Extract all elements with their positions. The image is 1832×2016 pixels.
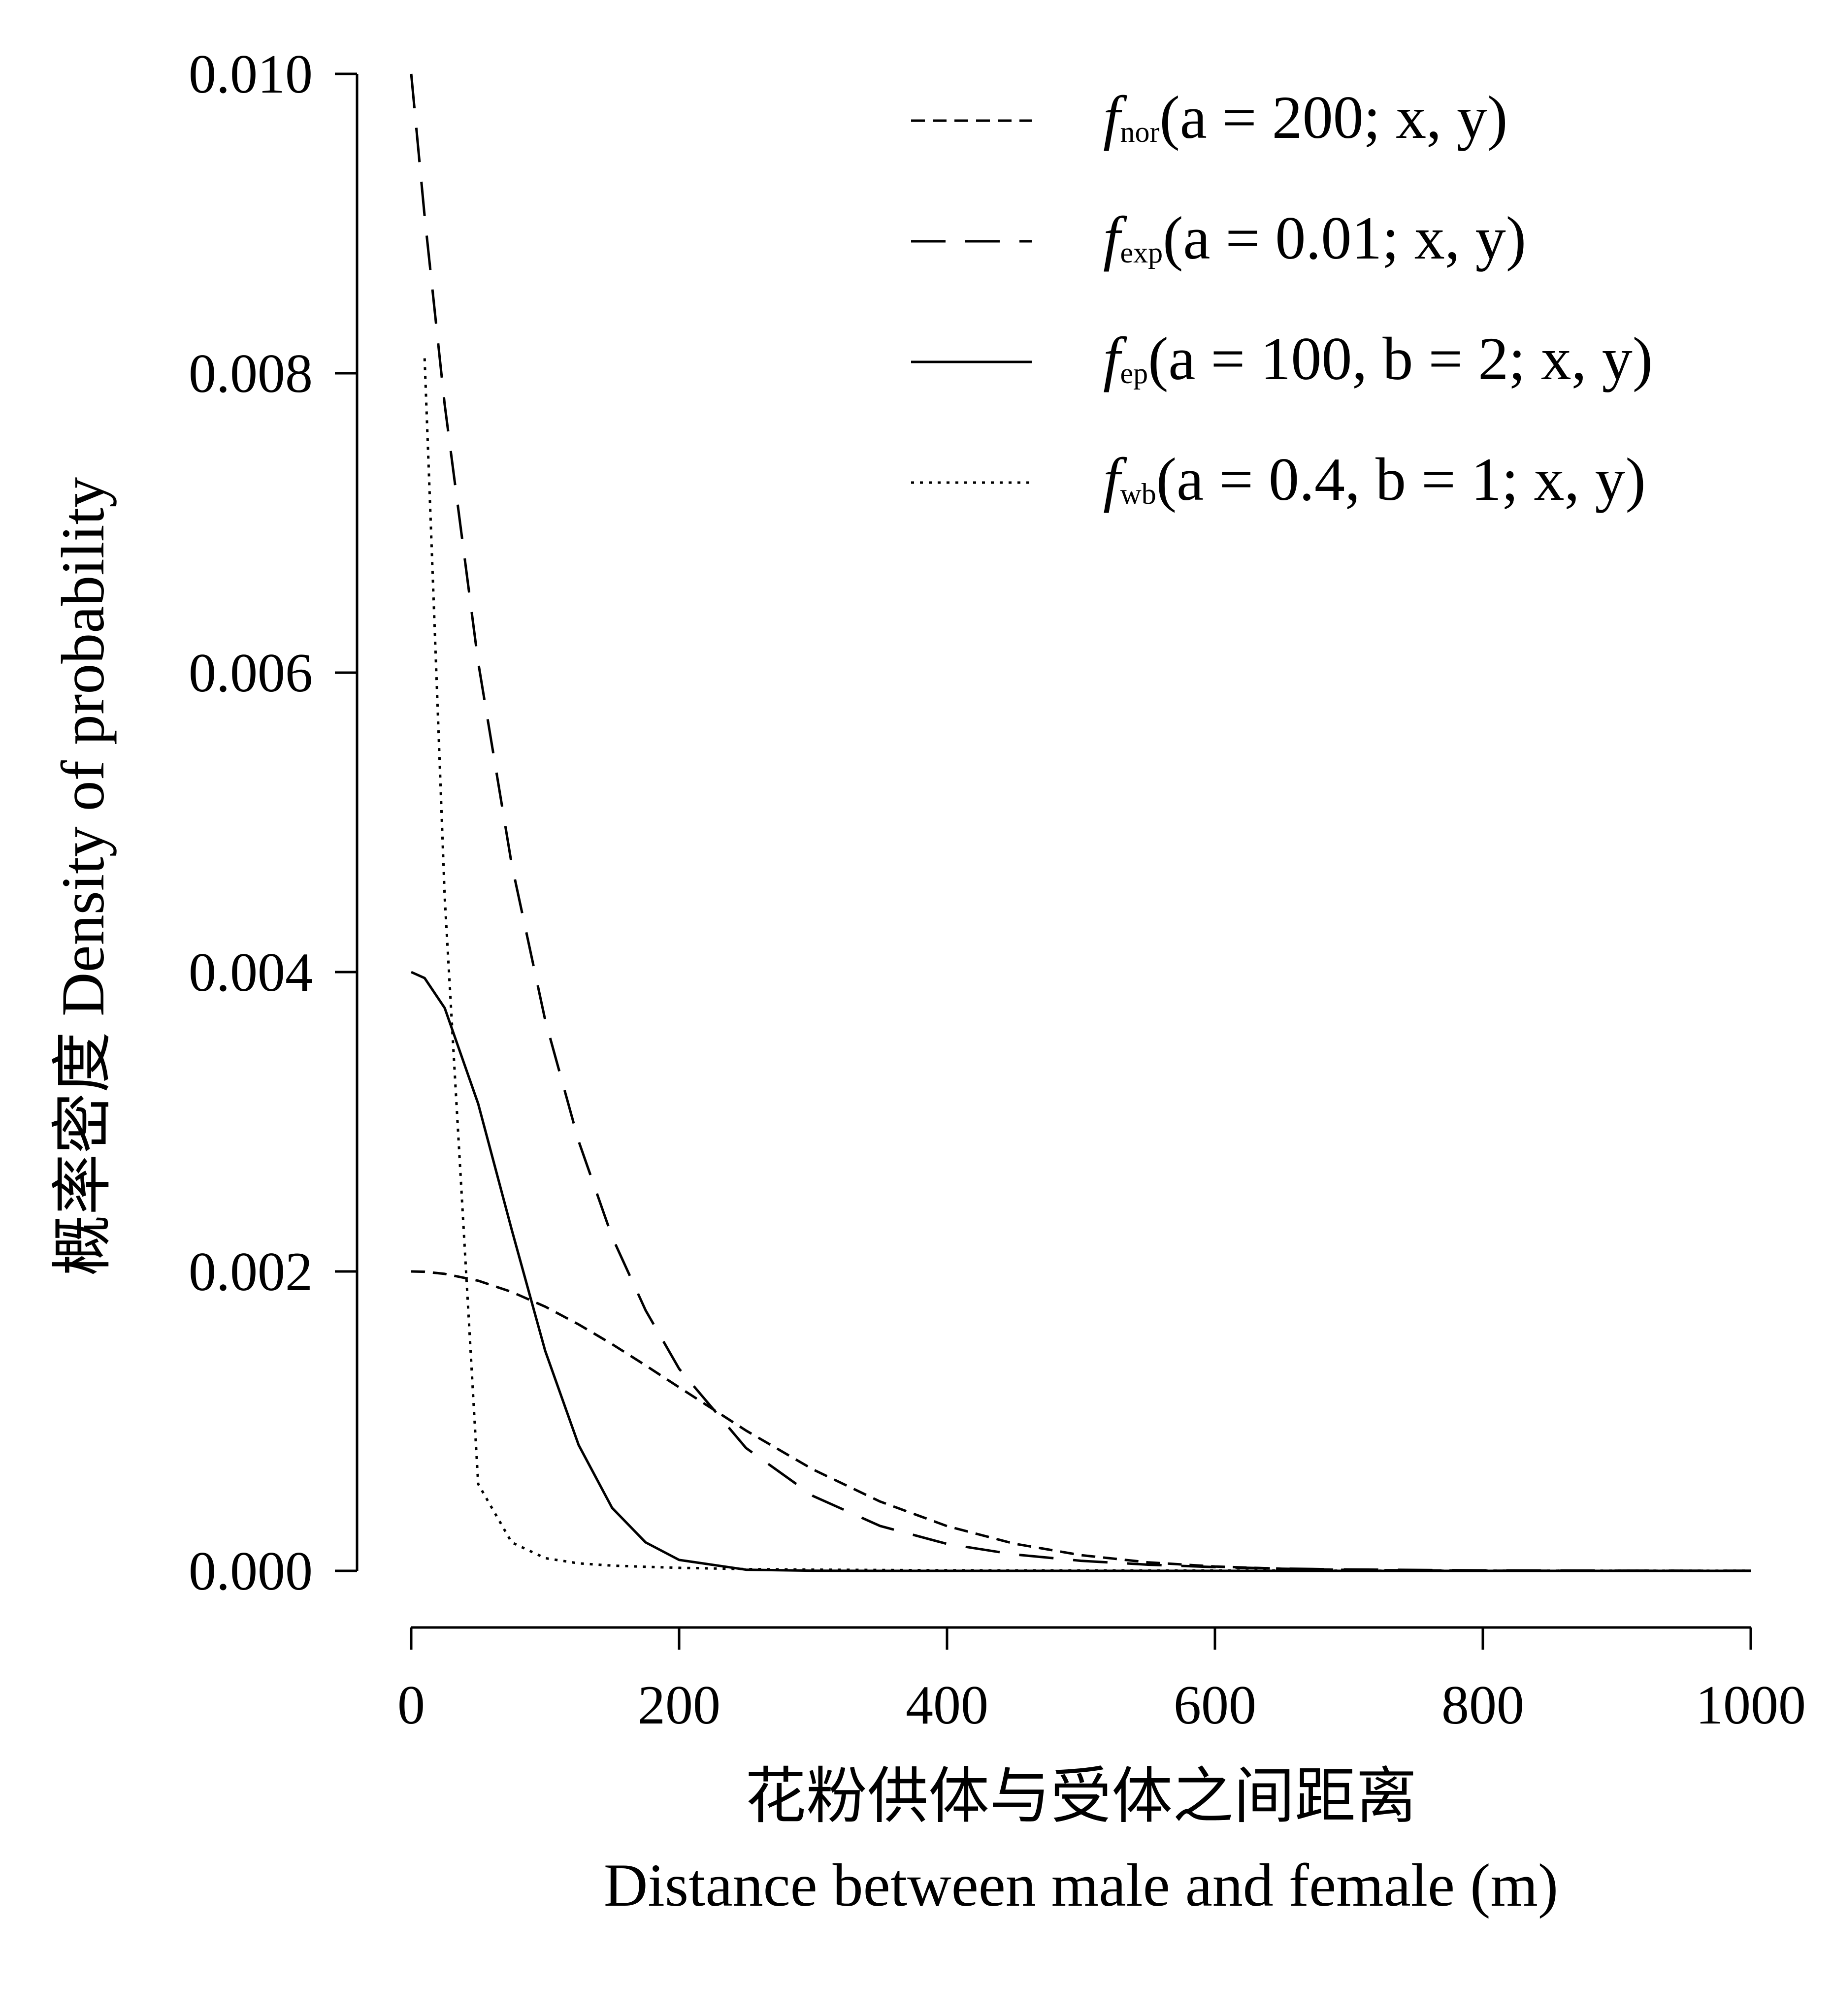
y-tick-label: 0.004 xyxy=(189,942,313,1003)
series-line-exp xyxy=(410,73,1751,1572)
x-tick-label: 200 xyxy=(638,1675,720,1736)
x-tick-label: 1000 xyxy=(1696,1675,1806,1736)
axes: 0.000 0.002 0.004 0.006 0.008 0.010 0 200 400 600… xyxy=(189,44,1806,1736)
legend-label-ep: fep(a = 100, b = 2; x, y) xyxy=(1103,325,1653,392)
series-lines xyxy=(410,73,1751,1572)
y-axis-title: 概率密度 Density of probability xyxy=(49,477,117,1276)
series-line-ep xyxy=(410,971,1751,1572)
x-tick-label: 800 xyxy=(1441,1675,1524,1736)
legend: fnor(a = 200; x, y) fexp(a = 0.01; x, y) f… xyxy=(911,84,1653,513)
y-tick-label: 0.000 xyxy=(189,1541,313,1602)
y-tick-label: 0.006 xyxy=(189,643,313,704)
x-tick-label: 400 xyxy=(906,1675,988,1736)
x-axis-title: Distance between male and female (m) xyxy=(604,1852,1558,1919)
legend-label-exp: fexp(a = 0.01; x, y) xyxy=(1103,204,1526,272)
legend-label-wb: fwb(a = 0.4, b = 1; x, y) xyxy=(1103,446,1646,513)
series-line-wb xyxy=(423,358,1751,1572)
y-tick-label: 0.002 xyxy=(189,1241,313,1302)
x-tick-label: 0 xyxy=(397,1675,425,1736)
x-axis-title-cn: 花粉供体与受体之间距离 xyxy=(745,1763,1417,1830)
y-tick-label: 0.008 xyxy=(189,343,313,404)
y-tick-label: 0.010 xyxy=(189,44,313,105)
x-tick-label: 600 xyxy=(1174,1675,1256,1736)
legend-label-nor: fnor(a = 200; x, y) xyxy=(1103,84,1507,151)
series-line-nor xyxy=(411,1270,1751,1572)
